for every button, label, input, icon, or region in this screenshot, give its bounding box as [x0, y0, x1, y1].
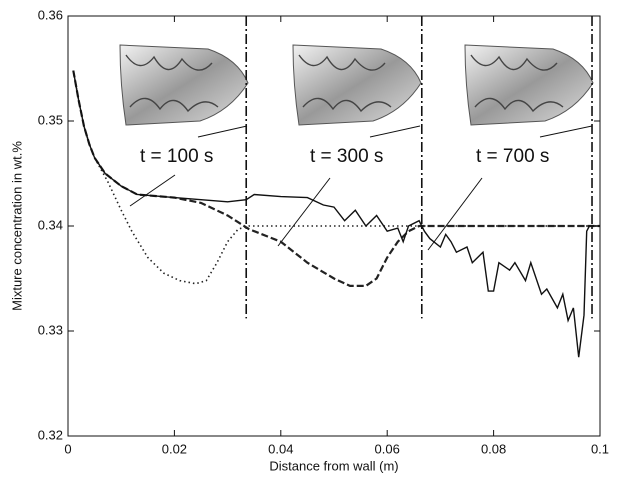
y-tick-label: 0.34: [38, 217, 63, 232]
series-label: t = 300 s: [310, 146, 383, 167]
series-label: t = 700 s: [476, 146, 549, 167]
leader-lines: [129, 125, 593, 251]
x-tick-label: 0.08: [481, 441, 506, 456]
x-tick-label: 0: [64, 441, 71, 456]
y-axis-label: Mixture concentration in wt.%: [9, 141, 24, 311]
x-tick-label: 0.1: [591, 441, 609, 456]
x-tick-label: 0.04: [268, 441, 293, 456]
x-tick-label: 0.06: [375, 441, 400, 456]
inset-image: [119, 44, 249, 126]
data-line: [72, 70, 600, 358]
x-axis-label: Distance from wall (m): [269, 458, 398, 473]
y-tick-label: 0.35: [38, 112, 63, 127]
inset-image: [292, 44, 422, 126]
y-tick-label: 0.33: [38, 322, 63, 337]
series-label: t = 100 s: [140, 146, 213, 167]
x-tick-label: 0.02: [162, 441, 187, 456]
inset-image: [464, 44, 594, 126]
y-tick-label: 0.32: [38, 427, 63, 442]
y-tick-label: 0.36: [38, 7, 63, 22]
